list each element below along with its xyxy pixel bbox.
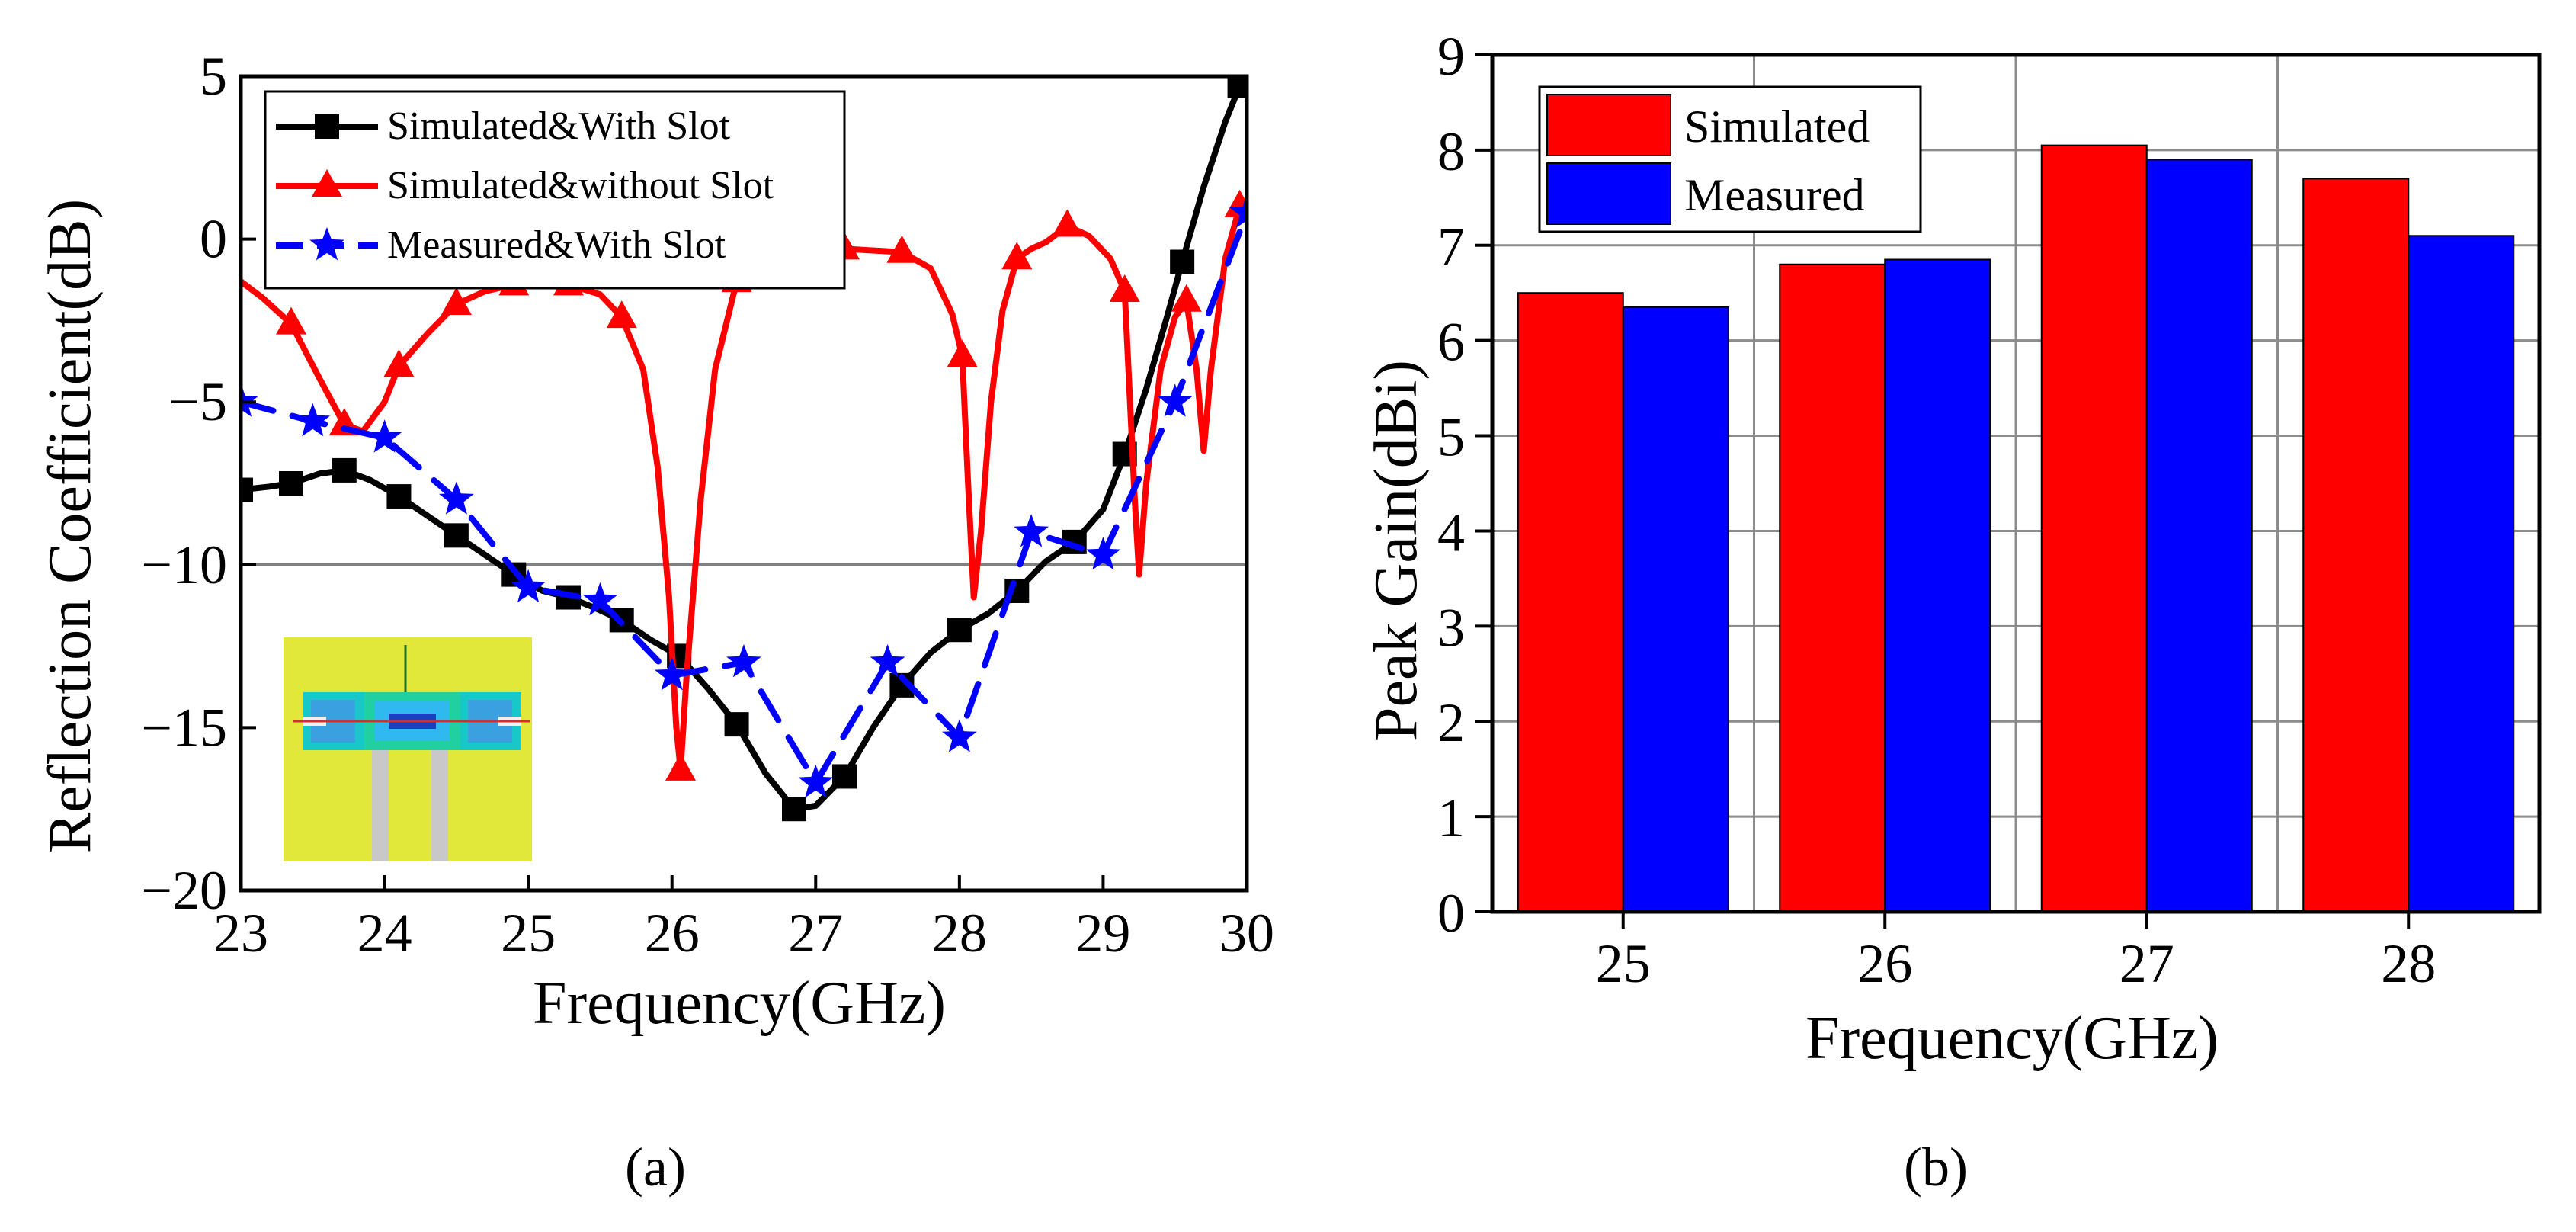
y-tick-label-b-1: 1 [1437, 788, 1465, 849]
point-measured-with-slot-13 [1157, 383, 1193, 417]
y-tick-label-a-0: 5 [200, 46, 227, 107]
x-tick-label-a-28: 28 [932, 903, 987, 964]
point-simulated-without-slot-14 [1109, 274, 1140, 302]
x-tick-label-a-29: 29 [1075, 903, 1130, 964]
point-simulated-with-slot-11 [832, 764, 857, 789]
y-tick-label-b-2: 2 [1437, 692, 1465, 753]
point-measured-with-slot-4 [511, 569, 546, 603]
y-tick-label-b-6: 6 [1437, 312, 1465, 373]
y-tick-label-b-9: 9 [1437, 26, 1465, 87]
chart-b-ylabel: Peak Gain(dBi) [1363, 360, 1430, 741]
point-measured-with-slot-10 [942, 719, 977, 752]
point-simulated-with-slot-9 [724, 712, 749, 737]
legend-b-swatch-measured [1546, 162, 1671, 225]
bar-simulated-26 [1779, 263, 1886, 913]
legend-a-item-1: Simulated&With Slot [387, 104, 731, 148]
point-measured-with-slot-0 [241, 383, 258, 417]
point-measured-with-slot-3 [439, 481, 474, 515]
x-tick-label-b-26: 26 [1857, 933, 1912, 994]
chart-b-xlabel: Frequency(GHz) [1805, 1005, 2219, 1072]
point-measured-with-slot-7 [726, 644, 761, 678]
point-simulated-with-slot-17 [1170, 249, 1195, 274]
legend-b-swatch-simulated [1546, 94, 1671, 156]
point-measured-with-slot-11 [1014, 514, 1049, 547]
reflection-coefficient-chart: 23 24 25 26 27 28 29 30 5 0 −5 −10 −15 −20 Frequency(… [37, 46, 1274, 1198]
bar-measured-26 [1884, 258, 1991, 913]
point-measured-with-slot-8 [798, 765, 834, 798]
peak-gain-chart: 0 1 2 3 4 5 6 7 8 9 25 26 27 28 Frequency(GHz) Peak G… [1363, 26, 2542, 1198]
y-tick-label-b-0: 0 [1437, 883, 1465, 944]
legend-a-marker-measured-with-slot [309, 227, 344, 261]
point-simulated-with-slot-0 [241, 477, 253, 502]
legend-b-item-1: Simulated [1684, 101, 1870, 152]
x-tick-label-a-24: 24 [357, 903, 412, 964]
point-measured-with-slot-1 [295, 403, 331, 437]
point-simulated-with-slot-13 [947, 618, 972, 643]
y-tick-label-a-5: −20 [141, 860, 227, 921]
point-simulated-with-slot-18 [1227, 76, 1247, 98]
chart-b-legend: Simulated Measured [1538, 85, 1922, 233]
antenna-field-inset [284, 637, 532, 861]
x-tick-label-b-25: 25 [1596, 933, 1651, 994]
y-tick-label-b-5: 5 [1437, 407, 1465, 468]
point-simulated-without-slot-15 [1171, 284, 1202, 312]
y-tick-label-b-4: 4 [1437, 502, 1465, 563]
bar-simulated-28 [2302, 178, 2410, 913]
legend-a-item-2: Simulated&without Slot [387, 164, 774, 207]
point-simulated-without-slot-7 [665, 752, 697, 781]
legend-a-marker-simulated-without-slot [312, 169, 342, 197]
y-tick-label-b-8: 8 [1437, 121, 1465, 182]
bar-measured-27 [2145, 159, 2253, 913]
point-measured-with-slot-14 [1229, 194, 1247, 228]
point-simulated-with-slot-10 [782, 797, 806, 822]
y-tick-label-b-7: 7 [1437, 217, 1465, 278]
panel-a-label: (a) [625, 1137, 686, 1198]
bar-measured-25 [1622, 306, 1729, 913]
bar-simulated-25 [1517, 292, 1624, 913]
point-simulated-without-slot-12 [1001, 242, 1033, 270]
point-simulated-without-slot-10 [886, 235, 918, 263]
x-tick-label-a-27: 27 [788, 903, 843, 964]
point-measured-with-slot-12 [1085, 537, 1121, 570]
legend-b-item-2: Measured [1684, 170, 1865, 220]
point-measured-with-slot-2 [367, 419, 402, 453]
point-simulated-without-slot-2 [383, 349, 415, 377]
bar-measured-28 [2408, 235, 2515, 913]
y-tick-label-a-1: 0 [200, 209, 227, 270]
chart-b-frame [1490, 53, 2542, 914]
point-simulated-without-slot-0 [276, 306, 306, 335]
point-simulated-with-slot-3 [386, 484, 412, 509]
legend-a-marker-simulated-with-slot [315, 114, 339, 139]
point-measured-with-slot-5 [582, 582, 618, 616]
x-tick-label-a-25: 25 [501, 903, 556, 964]
x-tick-label-b-27: 27 [2119, 933, 2174, 994]
bar-simulated-27 [2040, 144, 2148, 913]
point-simulated-without-slot-13 [1052, 209, 1083, 237]
point-simulated-without-slot-11 [947, 339, 978, 367]
legend-a-item-3: Measured&With Slot [387, 223, 726, 267]
chart-a-frame [239, 74, 1249, 893]
y-tick-label-a-2: −5 [168, 371, 227, 432]
point-simulated-with-slot-4 [444, 523, 469, 548]
y-tick-label-b-3: 3 [1437, 597, 1465, 658]
panel-b-label: (b) [1904, 1137, 1968, 1198]
point-simulated-with-slot-2 [332, 457, 357, 483]
point-simulated-without-slot-3 [441, 287, 472, 316]
chart-a-legend: Simulated&With Slot Simulated&without Sl… [264, 90, 846, 290]
y-tick-label-a-3: −10 [141, 534, 227, 595]
point-simulated-without-slot-6 [606, 300, 637, 329]
chart-a-xlabel: Frequency(GHz) [533, 970, 946, 1037]
y-tick-label-a-4: −15 [141, 697, 227, 758]
x-tick-label-a-30: 30 [1219, 903, 1274, 964]
point-simulated-with-slot-1 [279, 471, 303, 496]
x-tick-label-b-28: 28 [2381, 933, 2436, 994]
x-tick-label-a-26: 26 [645, 903, 700, 964]
point-measured-with-slot-6 [654, 657, 690, 691]
point-measured-with-slot-9 [870, 644, 905, 678]
chart-a-ylabel: Reflection Coefficient(dB) [37, 199, 104, 853]
x-tick-label-a-23: 23 [213, 903, 268, 964]
